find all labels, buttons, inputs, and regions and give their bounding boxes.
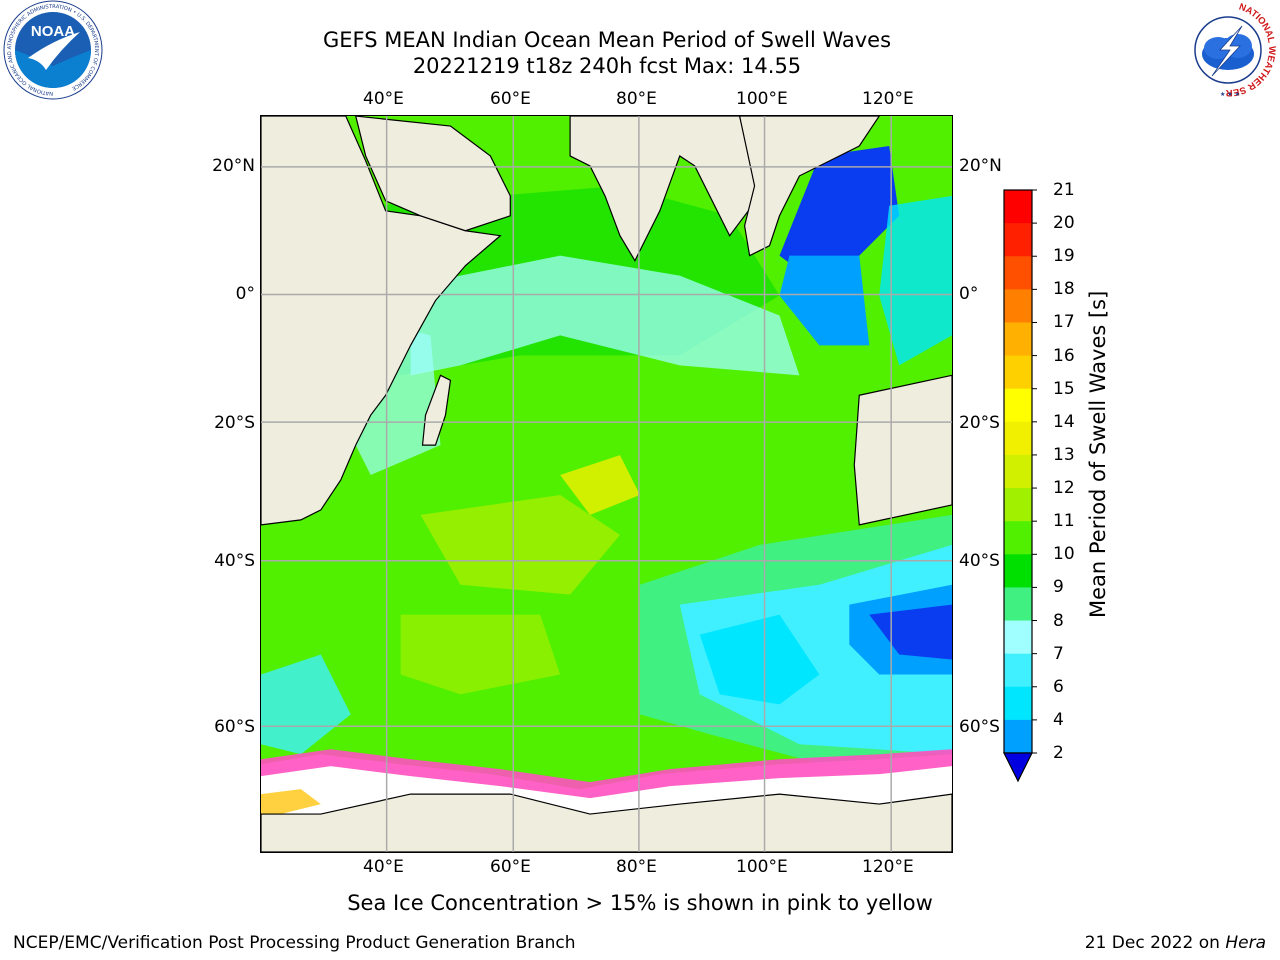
colorbar-extend-arrow <box>1003 752 1033 783</box>
lat-label-right-0: 0° <box>959 284 979 304</box>
australia <box>853 374 952 526</box>
colorbar-tick-label: 8 <box>1053 610 1064 631</box>
colorbar-tick-label: 11 <box>1053 511 1075 532</box>
colorbar-segment <box>1004 190 1032 224</box>
footer-credit: NCEP/EMC/Verification Post Processing Pr… <box>13 933 576 953</box>
colorbar-segment <box>1004 421 1032 456</box>
noaa-logo-text: NOAA <box>31 23 75 40</box>
colorbar-label: Mean Period of Swell Waves [s] <box>1086 290 1110 618</box>
zone-2s-core <box>869 604 952 660</box>
colorbar-segment <box>1004 554 1032 588</box>
zone-6s-core <box>699 614 820 705</box>
noaa-logo: NOAA NATIONAL OCEANIC AND ATMOSPHERIC AD… <box>3 0 103 100</box>
zone-12s-central <box>420 494 620 595</box>
lon-label-top-60e: 60°E <box>490 89 531 109</box>
colorbar-segment <box>1004 322 1032 357</box>
madagascar <box>421 374 452 446</box>
chart-title: GEFS MEAN Indian Ocean Mean Period of Sw… <box>0 27 1214 79</box>
colorbar-tick-label: 20 <box>1053 213 1075 234</box>
zone-2s-indonesia <box>779 145 900 286</box>
colorbar-segment <box>1004 686 1032 721</box>
sea-ice-pink-edge <box>261 749 952 799</box>
colorbar-segment <box>1004 488 1032 522</box>
colorbar-tick-label: 4 <box>1053 709 1064 730</box>
colorbar-segment <box>1004 620 1032 655</box>
lon-label-bottom-120e: 120°E <box>862 857 914 877</box>
colorbar-segment <box>1004 521 1032 555</box>
swell-field <box>261 145 952 805</box>
zone-7s-southwest <box>261 654 351 755</box>
title-line-1: GEFS MEAN Indian Ocean Mean Period of Sw… <box>322 28 892 52</box>
colorbar-ticks: 2 4 6 7 8 9 10 11 12 13 14 15 16 17 18 19 20 21 <box>1053 0 1113 960</box>
zone-7s-southeast <box>679 544 952 755</box>
lat-label-right-20s: 20°S <box>959 413 1000 433</box>
colorbar-tick-label: 19 <box>1053 246 1075 267</box>
svg-text:★ ★ ★: ★ ★ ★ <box>1220 91 1240 98</box>
sea-ice-caption: Sea Ice Concentration > 15% is shown in … <box>347 891 933 915</box>
lat-label-right-20n: 20°N <box>959 156 1002 176</box>
colorbar-segment <box>1004 719 1032 754</box>
colorbar-segment <box>1004 256 1032 290</box>
lon-label-bottom-80e: 80°E <box>616 857 657 877</box>
colorbar-tick-label: 14 <box>1053 411 1075 432</box>
lat-label-left-40s: 40°S <box>214 551 255 571</box>
map-panel <box>260 115 953 853</box>
southeast-asia <box>738 116 880 257</box>
colorbar-segment <box>1004 223 1032 257</box>
colorbar-segment <box>1004 355 1032 390</box>
lat-label-right-40s: 40°S <box>959 551 1000 571</box>
lon-label-top-40e: 40°E <box>363 89 404 109</box>
colorbar-tick-label: 7 <box>1053 643 1064 664</box>
lon-label-bottom-100e: 100°E <box>736 857 788 877</box>
colorbar-tick-label: 6 <box>1053 676 1064 697</box>
zone-8s-equator <box>410 255 800 376</box>
colorbar-segment <box>1004 454 1032 489</box>
footer-date-text: 21 Dec 2022 on <box>1084 933 1226 953</box>
colorbar-segment <box>1004 388 1032 423</box>
colorbar-tick-label: 21 <box>1053 180 1075 200</box>
colorbar-tick-label: 17 <box>1053 312 1075 333</box>
footer-date: 21 Dec 2022 on Hera <box>1085 933 1266 953</box>
colorbar-tick-label: 15 <box>1053 378 1075 399</box>
lon-label-bottom-40e: 40°E <box>363 857 404 877</box>
colorbar-tick-label: 18 <box>1053 279 1075 300</box>
land <box>261 116 952 852</box>
zone-4s-indonesia <box>779 255 870 346</box>
nws-logo: NATIONAL WEATHER SERVICE ★ ★ ★ <box>1178 0 1277 98</box>
zone-6s-arafura <box>879 195 952 366</box>
colorbar-tick-label: 16 <box>1053 345 1075 366</box>
colorbar-tick-label: 10 <box>1053 544 1075 565</box>
zone-13s-patch <box>560 455 640 515</box>
colorbar-tick-label: 12 <box>1053 478 1075 499</box>
colorbar-segment <box>1004 587 1032 622</box>
zone-12s-southwest <box>400 614 561 695</box>
lon-label-top-120e: 120°E <box>862 89 914 109</box>
gridlines <box>261 116 952 852</box>
lon-label-top-80e: 80°E <box>616 89 657 109</box>
lat-label-right-60s: 60°S <box>959 717 1000 737</box>
title-line-2: 20221219 t18z 240h fcst Max: 14.55 <box>412 54 802 78</box>
lat-label-left-0: 0° <box>235 284 255 304</box>
lat-label-left-20s: 20°S <box>214 413 255 433</box>
colorbar-tick-label: 13 <box>1053 444 1075 465</box>
colorbar-tick-label: 2 <box>1053 743 1064 763</box>
sea-ice-yellow-edge <box>261 789 321 820</box>
lon-label-top-100e: 100°E <box>736 89 788 109</box>
footer-machine: Hera <box>1225 933 1266 953</box>
antarctica <box>261 793 952 852</box>
colorbar <box>1003 189 1037 783</box>
lat-label-left-60s: 60°S <box>214 717 255 737</box>
arabia <box>355 116 511 232</box>
lat-label-left-20n: 20°N <box>212 156 255 176</box>
colorbar-segment <box>1004 653 1032 688</box>
lon-label-bottom-60e: 60°E <box>490 857 531 877</box>
colorbar-segment <box>1004 289 1032 323</box>
colorbar-tick-label: 9 <box>1053 577 1064 598</box>
